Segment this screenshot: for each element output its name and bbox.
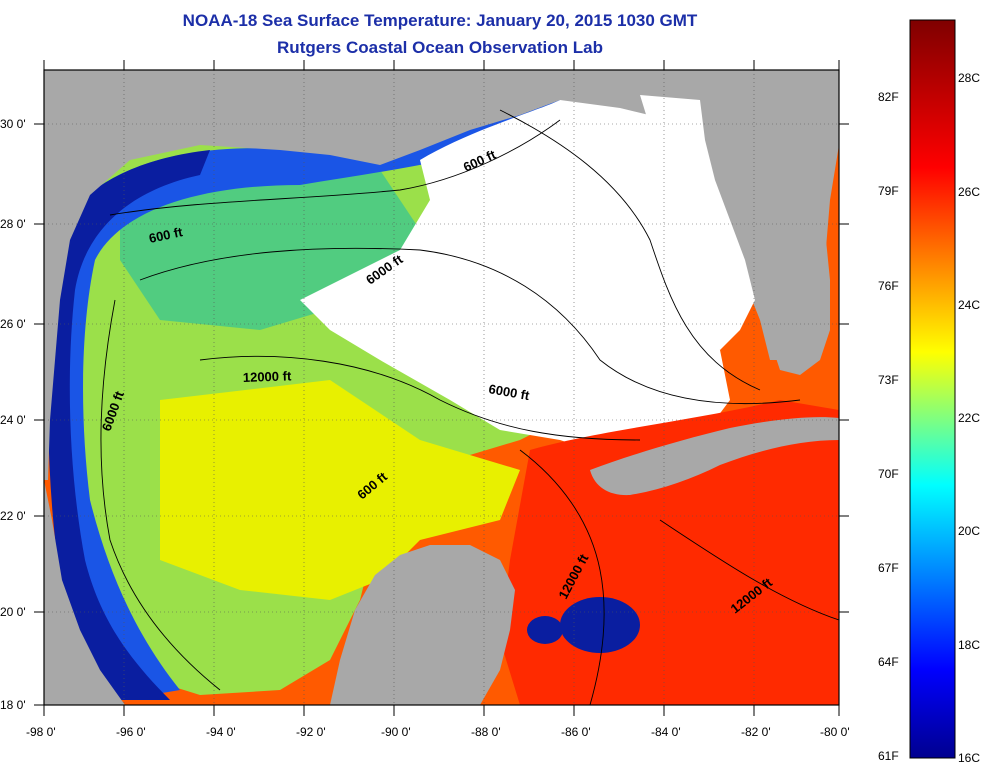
lon-label: -98 0' (26, 725, 56, 739)
colorbar-c-label: 16C (958, 751, 980, 765)
lat-label: 28 0' (0, 217, 26, 231)
lat-label: 20 0' (0, 605, 26, 619)
cuba-land (590, 417, 839, 496)
cloud-cover (300, 95, 730, 460)
colorbar-f-label: 76F (878, 279, 899, 293)
lon-label: -86 0' (561, 725, 591, 739)
lon-label: -88 0' (471, 725, 501, 739)
map-title: NOAA-18 Sea Surface Temperature: January… (182, 11, 698, 30)
colorbar-c-label: 24C (958, 298, 980, 312)
map-area: 600 ft 600 ft 6000 ft 12000 ft 6000 ft 6… (44, 70, 839, 705)
lat-label: 30 0' (0, 117, 26, 131)
lat-label: 24 0' (0, 413, 26, 427)
colorbar-f-label: 73F (878, 373, 899, 387)
colorbar-f-label: 82F (878, 90, 899, 104)
lat-label: 22 0' (0, 509, 26, 523)
colorbar-c-label: 18C (958, 638, 980, 652)
colorbar-f-label: 70F (878, 467, 899, 481)
contour-label-12000ft-central: 12000 ft (243, 368, 293, 385)
lon-label: -80 0' (820, 725, 850, 739)
yucatan-land (330, 545, 515, 705)
lon-label: -84 0' (651, 725, 681, 739)
colorbar-f-label: 64F (878, 655, 899, 669)
lon-label: -90 0' (381, 725, 411, 739)
lon-label: -92 0' (296, 725, 326, 739)
colorbar-c-label: 28C (958, 71, 980, 85)
contour-label-6000ft-east: 6000 ft (487, 381, 531, 403)
cloud-over-shelf (640, 95, 755, 350)
colorbar-c-label: 22C (958, 411, 980, 425)
yellow-water (160, 380, 520, 600)
colorbar-f-label: 61F (878, 749, 899, 763)
lon-label: -82 0' (741, 725, 771, 739)
lat-label: 18 0' (0, 698, 26, 712)
axis-ticks (34, 60, 849, 716)
colorbar-c-label: 20C (958, 524, 980, 538)
cold-patch (560, 597, 640, 653)
contour-label-600ft-west: 600 ft (148, 224, 185, 246)
lon-label: -96 0' (116, 725, 146, 739)
colorbar-f-label: 67F (878, 561, 899, 575)
lon-label: -94 0' (206, 725, 236, 739)
florida-land (700, 100, 830, 375)
lat-label: 26 0' (0, 317, 26, 331)
bathymetry-contours (100, 109, 839, 705)
cold-patch (527, 616, 563, 644)
colorbar-c-label: 26C (958, 185, 980, 199)
mexico-land (44, 480, 125, 705)
map-subtitle: Rutgers Coastal Ocean Observation Lab (277, 38, 603, 57)
map-frame (43, 69, 840, 706)
colorbar-f-label: 79F (878, 184, 899, 198)
temperature-colorbar (909, 19, 956, 759)
graticule (44, 70, 839, 705)
